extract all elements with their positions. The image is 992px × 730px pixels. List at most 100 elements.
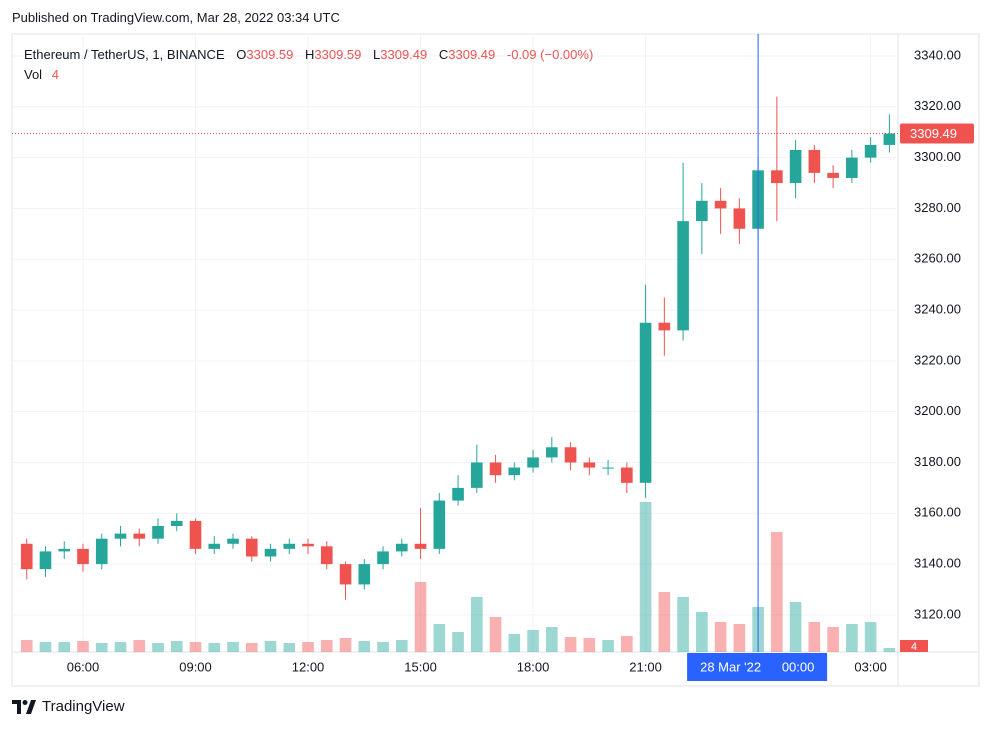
candle-body: [377, 551, 389, 565]
candle-body: [639, 322, 652, 483]
y-tick-label: 3180.00: [914, 454, 961, 469]
candle-body: [696, 200, 708, 222]
volume-bar: [302, 642, 314, 652]
volume-row: Vol 4: [24, 65, 593, 85]
volume-label: Vol: [24, 67, 43, 82]
y-tick-label: 3140.00: [914, 556, 961, 571]
candle-body: [564, 447, 577, 463]
candle-body: [302, 543, 314, 547]
candle-body: [883, 133, 896, 145]
crosshair-date: 28 Mar '22: [700, 659, 761, 674]
c-label: C: [438, 47, 449, 62]
candle-body: [433, 500, 446, 549]
candle-body: [39, 551, 52, 570]
candle-body: [227, 538, 239, 544]
volume-bar: [39, 642, 52, 652]
h-value: 3309.59: [314, 47, 362, 62]
symbol: Ethereum / TetherUS, 1, BINANCE: [24, 47, 225, 62]
footer: TradingView: [12, 698, 125, 715]
candle-body: [508, 467, 521, 476]
candle-body: [189, 520, 202, 549]
candle-body: [789, 149, 802, 184]
brand-logo: [12, 699, 36, 714]
volume-bar: [114, 642, 127, 652]
candle-body: [846, 157, 858, 178]
candle-body: [133, 533, 146, 539]
last-price-label: 3309.49: [910, 126, 957, 141]
volume-bar: [808, 622, 821, 652]
volume-bar: [95, 643, 108, 652]
volume-bar: [639, 502, 652, 652]
volume-bar: [227, 642, 239, 652]
candle-body: [58, 548, 71, 552]
candle-body: [827, 172, 839, 178]
y-tick-label: 3160.00: [914, 505, 961, 520]
x-tick-label: 00:00: [782, 659, 815, 674]
candle-body: [864, 144, 877, 158]
candle-body: [527, 457, 539, 468]
volume-bar: [508, 634, 521, 652]
candle-body: [714, 200, 727, 209]
legend: Ethereum / TetherUS, 1, BINANCE O 3309.59…: [24, 45, 593, 85]
candle-body: [771, 170, 783, 184]
volume-bar: [677, 597, 689, 652]
change-pct: (−0.00%): [540, 47, 594, 62]
candle-body: [208, 543, 221, 549]
volume-bar: [414, 582, 427, 652]
volume-bar: [546, 627, 558, 652]
volume-bar: [264, 641, 277, 652]
volume-bar: [470, 597, 483, 652]
volume-bar: [733, 624, 746, 652]
candle-body: [95, 538, 108, 565]
candle-body: [658, 322, 671, 331]
chart-frame: [11, 33, 980, 687]
volume-bar: [621, 636, 633, 652]
l-label: L: [373, 47, 381, 62]
x-tick-label: 18:00: [517, 659, 550, 674]
volume-bar: [58, 642, 71, 652]
volume-bar: [395, 640, 408, 652]
y-tick-label: 3120.00: [914, 606, 961, 621]
volume-bar: [658, 592, 671, 652]
candle-body: [489, 462, 502, 476]
candle-body: [358, 564, 371, 585]
candle-body: [114, 533, 127, 539]
volume-bar: [827, 627, 839, 652]
candle-body: [602, 467, 614, 469]
last-price-badge: [900, 123, 974, 144]
y-tick-label: 3200.00: [914, 403, 961, 418]
candle-body: [808, 149, 821, 173]
volume-bar: [846, 624, 858, 652]
volume-bar: [358, 641, 371, 652]
volume-bar: [489, 617, 502, 652]
volume-bar: [452, 632, 464, 652]
published-note: Published on TradingView.com, Mar 28, 20…: [12, 10, 340, 25]
volume-bar: [527, 630, 539, 652]
candle-body: [452, 487, 464, 501]
volume-bar: [564, 637, 577, 652]
candle-body: [583, 462, 596, 468]
candle-body: [414, 543, 427, 549]
ohlc-row: Ethereum / TetherUS, 1, BINANCE O 3309.59…: [24, 45, 593, 65]
x-tick-label: 12:00: [292, 659, 325, 674]
volume-bar: [602, 640, 614, 652]
x-tick-label: 03:00: [854, 659, 887, 674]
candle-body: [152, 525, 164, 539]
y-tick-label: 3240.00: [914, 301, 961, 316]
x-tick-label: 15:00: [404, 659, 437, 674]
volume-bar: [339, 638, 352, 652]
y-tick-label: 3260.00: [914, 251, 961, 266]
volume-bar: [133, 640, 146, 652]
brand-name: TradingView: [42, 698, 125, 715]
x-tick-label: 21:00: [629, 659, 662, 674]
volume-bar: [696, 612, 708, 652]
volume-bar: [208, 643, 221, 652]
o-label: O: [236, 47, 247, 62]
x-tick-label: 09:00: [179, 659, 212, 674]
crosshair-label-box: [687, 653, 828, 681]
volume-bar: [789, 602, 802, 652]
volume-bar: [320, 640, 333, 652]
volume-bar: [433, 624, 446, 652]
